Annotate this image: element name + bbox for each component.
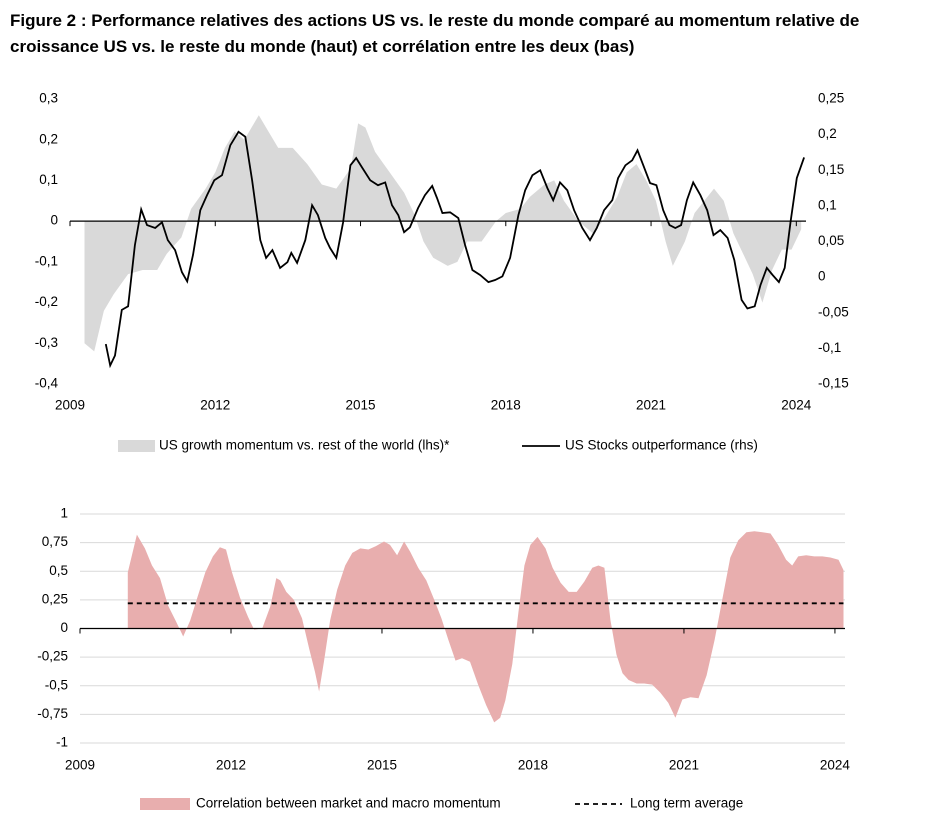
y-tick-label: 0: [50, 213, 58, 228]
y-tick-label: -0,4: [35, 376, 59, 391]
area: [127, 531, 844, 723]
y2-tick-label: 0,1: [818, 197, 837, 212]
y2-tick-label: 0,25: [818, 91, 844, 106]
legend-swatch: [140, 798, 190, 810]
legend-label: Correlation between market and macro mom…: [196, 796, 501, 811]
x-tick-label: 2024: [781, 398, 812, 413]
x-tick-label: 2018: [518, 758, 548, 773]
x-tick-label: 2015: [367, 758, 397, 773]
line: [104, 130, 805, 369]
figure-title: Figure 2 : Performance relatives des act…: [10, 11, 860, 56]
y2-tick-label: -0,1: [818, 340, 841, 355]
y-tick-label: -0,25: [37, 649, 68, 664]
y-tick-label: -0,1: [35, 253, 58, 268]
y-tick-label: 1: [60, 506, 68, 521]
x-tick-label: 2009: [65, 758, 95, 773]
legend-label: US growth momentum vs. rest of the world…: [159, 438, 450, 453]
y2-tick-label: -0,05: [818, 304, 849, 319]
x-tick-label: 2021: [669, 758, 699, 773]
y-tick-label: -0,5: [45, 677, 68, 692]
legend-swatch: [118, 440, 155, 452]
y2-tick-label: 0,15: [818, 162, 844, 177]
legend-label: Long term average: [630, 796, 743, 811]
y-tick-label: 0,1: [39, 172, 58, 187]
x-tick-label: 2024: [820, 758, 851, 773]
y2-tick-label: 0: [818, 269, 826, 284]
x-tick-label: 2021: [636, 398, 666, 413]
y-tick-label: -0,3: [35, 335, 58, 350]
x-tick-label: 2015: [346, 398, 376, 413]
y-tick-label: -1: [56, 735, 68, 750]
y2-tick-label: 0,2: [818, 126, 837, 141]
y-tick-label: 0,5: [49, 563, 68, 578]
y2-tick-label: 0,05: [818, 233, 844, 248]
x-tick-label: 2009: [55, 398, 85, 413]
x-tick-label: 2012: [216, 758, 246, 773]
x-tick-label: 2012: [200, 398, 230, 413]
y-tick-label: 0,3: [39, 91, 58, 106]
legend-label: US Stocks outperformance (rhs): [565, 438, 758, 453]
y-tick-label: -0,75: [37, 706, 68, 721]
y2-tick-label: -0,15: [818, 376, 849, 391]
y-tick-label: 0: [60, 620, 68, 635]
y-tick-label: 0,75: [42, 534, 68, 549]
y-tick-label: 0,25: [42, 591, 68, 606]
y-tick-label: -0,2: [35, 294, 58, 309]
x-tick-label: 2018: [491, 398, 521, 413]
y-tick-label: 0,2: [39, 131, 58, 146]
area: [84, 115, 802, 352]
